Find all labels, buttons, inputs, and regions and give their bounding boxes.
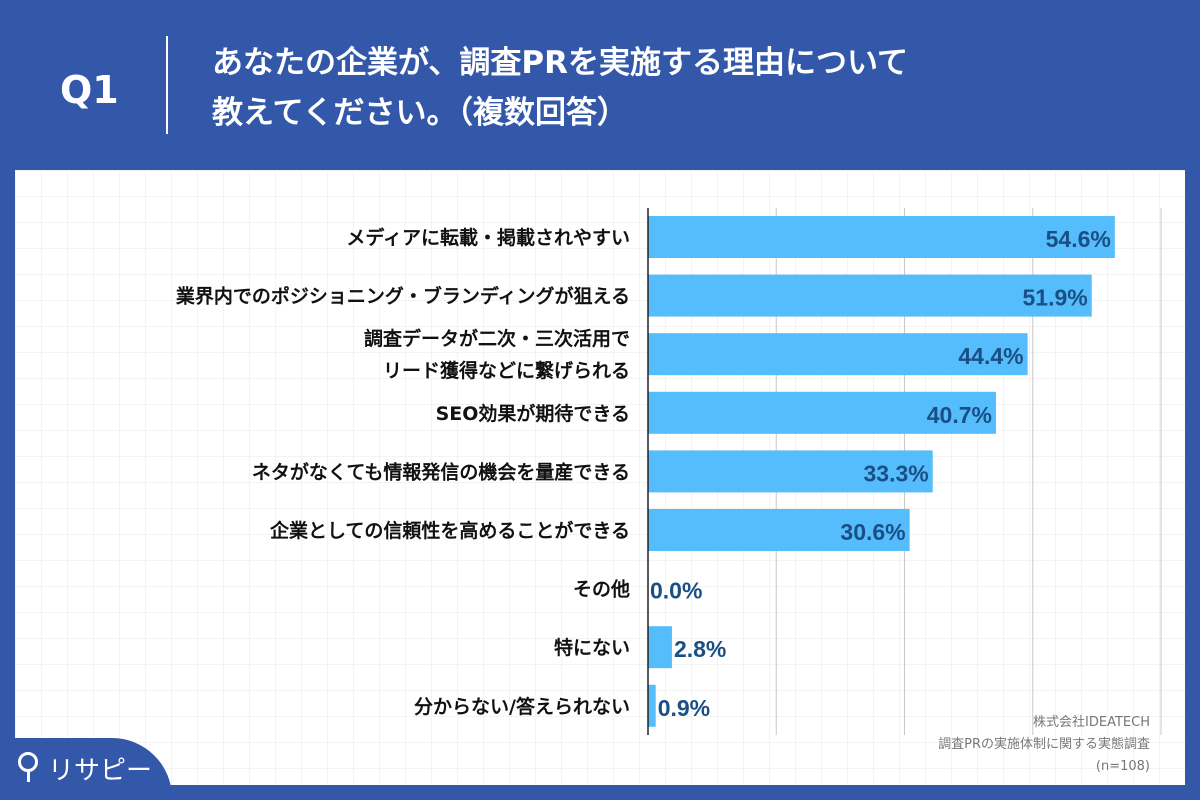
question-number: Q1 — [60, 68, 119, 112]
data-label: 0.0% — [650, 578, 702, 604]
source-company: 株式会社IDEATECH — [1033, 715, 1150, 730]
title-line-1: あなたの企業が、調査PRを実施する理由について — [212, 45, 909, 81]
bar — [648, 216, 1115, 258]
category-label: リード獲得などに繋げられる — [383, 359, 630, 382]
category-label: ネタがなくても情報発信の機会を量産できる — [252, 460, 630, 483]
data-label: 0.9% — [658, 695, 710, 721]
source-note: 株式会社IDEATECH 調査PRの実施体制に関する実態調査 (n=108) — [938, 712, 1150, 778]
data-label: 44.4% — [958, 343, 1023, 369]
category-label: 調査データが二次・三次活用で — [364, 327, 630, 350]
data-label: 30.6% — [840, 519, 905, 545]
category-label: その他 — [573, 578, 630, 601]
bar — [648, 333, 1028, 376]
data-label: 2.8% — [674, 636, 726, 662]
data-label: 33.3% — [863, 460, 928, 486]
category-label: 企業としての信頼性を高めることができる — [269, 519, 630, 542]
bar — [648, 626, 672, 669]
bar — [648, 274, 1092, 317]
data-label: 51.9% — [1023, 285, 1088, 311]
chart-title: あなたの企業が、調査PRを実施する理由について 教えてください。（複数回答） — [212, 38, 1112, 138]
bar — [648, 684, 656, 727]
logo: リサピー — [0, 738, 172, 800]
chart-panel — [15, 170, 1185, 785]
bar — [648, 509, 910, 551]
logo-text: リサピー — [48, 756, 153, 786]
data-label: 40.7% — [927, 402, 992, 428]
category-label: 特にない — [554, 637, 630, 659]
pin-icon — [18, 752, 38, 782]
category-label: 分からない/答えられない — [414, 695, 630, 718]
divider — [166, 36, 168, 134]
bar — [648, 450, 933, 493]
title-line-2: 教えてください。（複数回答） — [212, 95, 629, 131]
sample-size: (n=108) — [1095, 759, 1150, 774]
category-label: 業界内でのポジショニング・ブランディングが狙える — [175, 285, 630, 308]
source-survey: 調査PRの実施体制に関する実態調査 — [938, 737, 1150, 752]
bar — [648, 391, 996, 434]
category-label: SEO効果が期待できる — [436, 402, 630, 425]
category-label: メディアに転載・掲載されやすい — [346, 226, 630, 249]
data-label: 54.6% — [1046, 226, 1111, 252]
